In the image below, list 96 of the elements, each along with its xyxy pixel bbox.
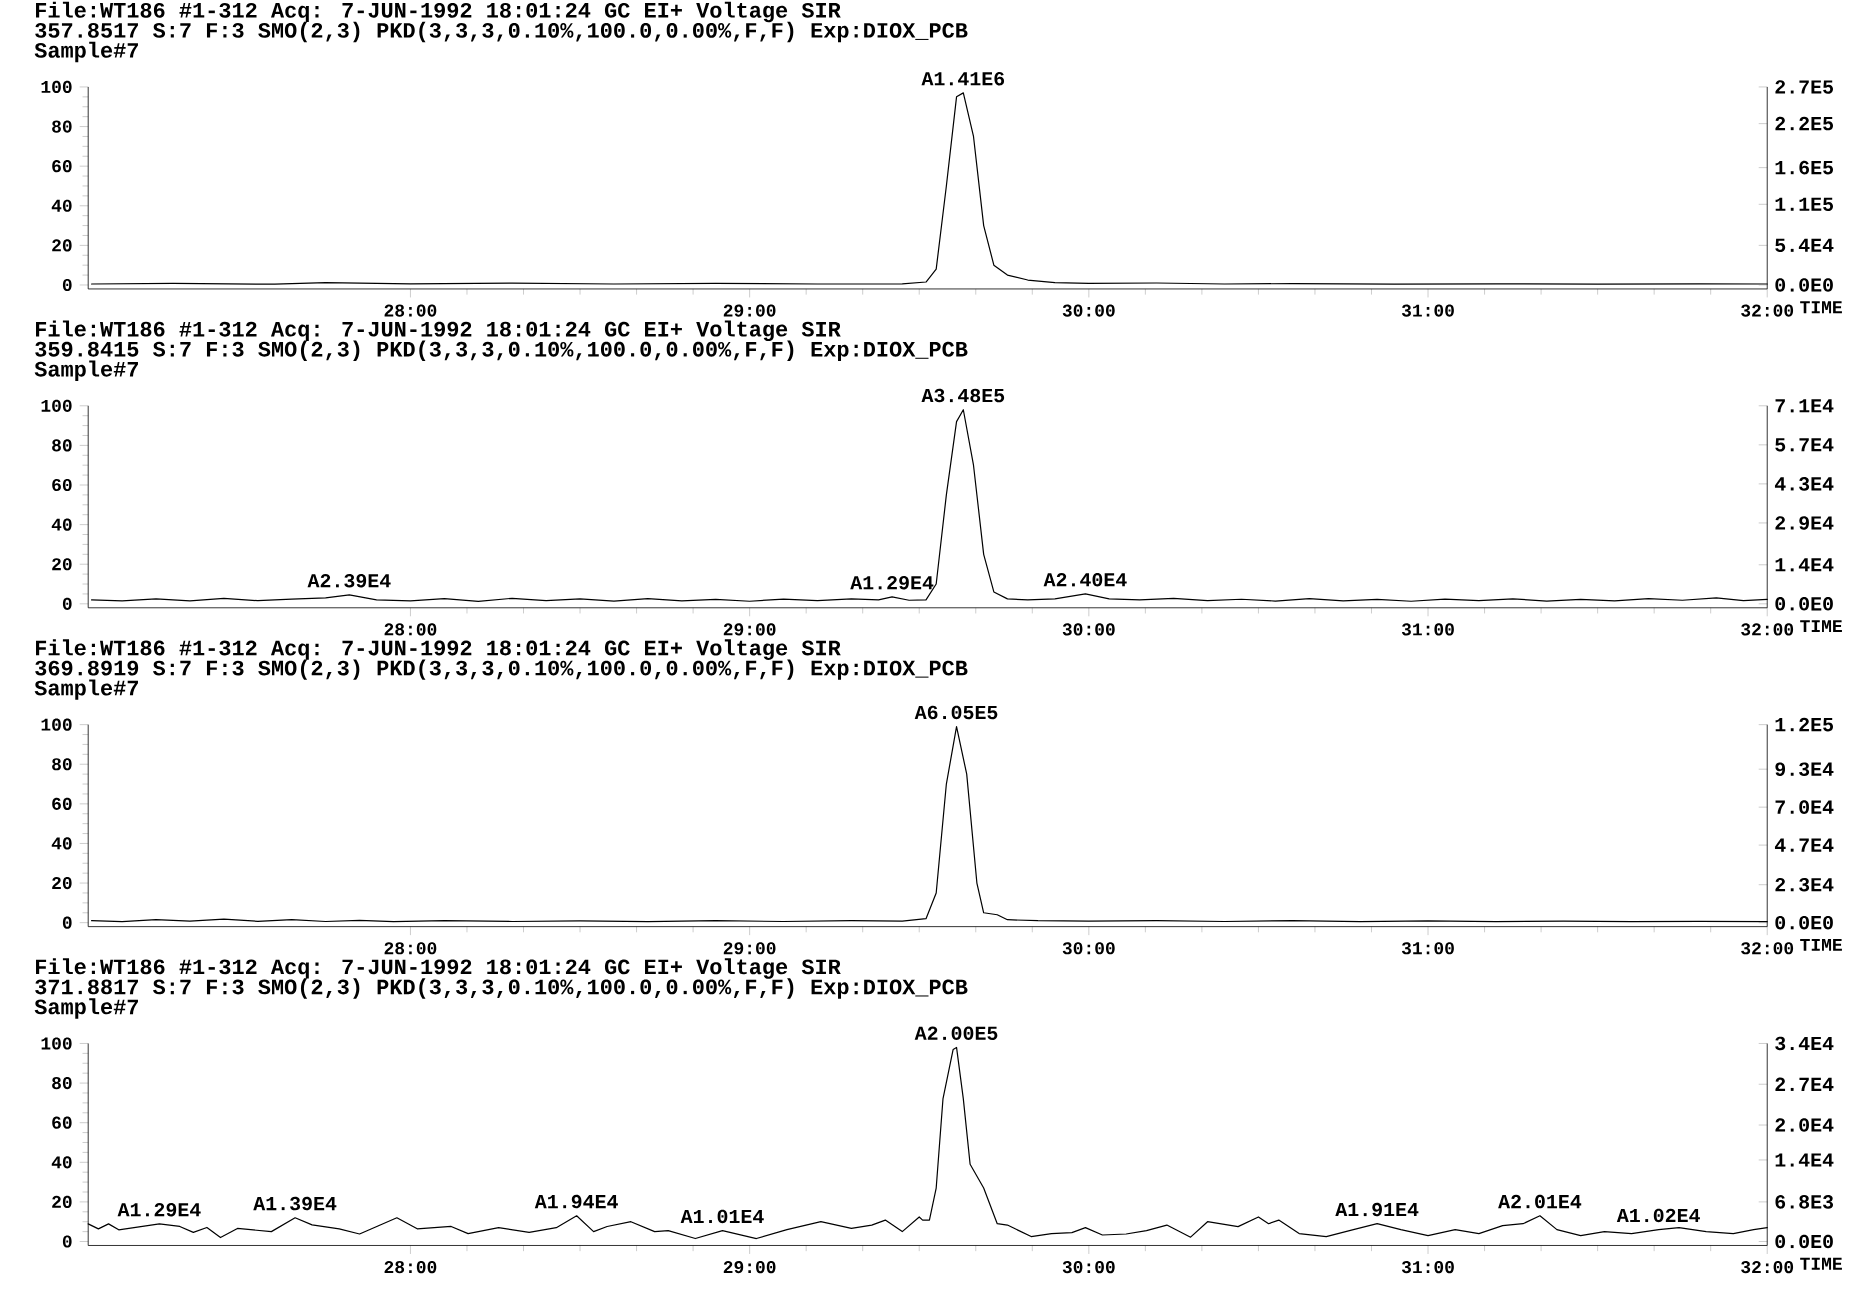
y2-tick-label: 1.6E5 [1775,160,1834,175]
y-tick-label: 0 [62,916,72,929]
y-tick-label: 60 [52,1116,72,1129]
x-tick-label: 31:00 [1401,942,1454,955]
annotation: A3.48E5 [921,388,1005,403]
x-tick-label: 28:00 [384,1261,437,1274]
y2-tick-label: 5.4E4 [1775,238,1834,253]
annotation: A1.01E4 [680,1209,764,1224]
x-tick-label: 29:00 [723,304,776,317]
x-tick-label: 30:00 [1062,942,1115,955]
x-axis-title: TIME [1800,620,1842,632]
annotation: A2.39E4 [307,573,391,588]
x-tick-label: 30:00 [1062,304,1115,317]
annotation: A1.29E4 [850,575,934,590]
x-tick-label: 29:00 [723,623,776,636]
annotation: A2.01E4 [1498,1194,1582,1209]
annotation: A1.39E4 [253,1196,337,1211]
x-tick-label: 28:00 [384,623,437,636]
annotation: A2.00E5 [914,1026,998,1041]
y-tick-label: 40 [51,1156,72,1169]
x-axis-title: TIME [1800,1257,1842,1270]
y2-tick-label: 1.2E5 [1775,717,1834,732]
y2-tick-label: 5.7E4 [1775,438,1834,452]
y2-tick-label: 4.7E4 [1774,838,1834,852]
annotation: A1.94E4 [534,1194,618,1209]
x-tick-label: 28:00 [384,304,437,317]
x-tick-label: 32:00 [1741,1261,1794,1274]
annotation: A1.41E6 [921,71,1005,86]
x-tick-label: 30:00 [1062,1261,1115,1274]
x-axis-title: TIME [1800,301,1842,314]
annotation: A2.40E4 [1043,572,1127,587]
y2-tick-label: 4.3E4 [1774,477,1834,491]
y-tick-label: 40 [51,837,72,850]
y2-tick-label: 0.0E0 [1775,915,1833,930]
y-tick-label: 60 [52,797,72,810]
line-series [90,726,1768,923]
x-tick-label: 30:00 [1062,623,1115,636]
y-tick-label: 0 [62,597,72,610]
y-tick-label: 100 [41,718,72,731]
annotation: A1.02E4 [1616,1208,1700,1223]
x-tick-label: 29:00 [723,942,776,955]
y-tick-label: 60 [52,478,72,492]
y-tick-label: 40 [51,199,72,212]
y-tick-label: 0 [62,1235,72,1248]
y2-tick-label: 1.4E4 [1775,1153,1834,1167]
chart-subtitle: 371.8817 S:7 F:3 SMO(2,3) PKD(3,3,3,0.10%,100.0,0.00%,F,F) Exp:DIOX_PCB [35,978,968,999]
x-axis-title: TIME [1800,939,1842,951]
y2-tick-label: 9.3E4 [1775,762,1834,776]
chart-subtitle: 369.8919 S:7 F:3 SMO(2,3) PKD(3,3,3,0.10%,100.0,0.00%,F,F) Exp:DIOX_PCB [35,659,968,680]
x-tick-label: 32:00 [1741,304,1794,317]
chart-title: File:WT186 #1-312 Acq: 7-JUN-1992 18:01:24 GC EI+ Voltage SIR [36,639,841,660]
text: Sample#7 [34,41,138,63]
y-tick-label: 40 [51,518,72,531]
y2-tick-label: 0.0E0 [1775,278,1833,292]
chart-title: File:WT186 #1-312 Acq: 7-JUN-1992 18:01:24 GC EI+ Voltage SIR [36,958,841,979]
y-tick-label: 100 [41,80,72,94]
y2-tick-label: 3.4E4 [1775,1036,1834,1051]
y-tick-label: 20 [52,558,72,571]
y2-tick-label: 2.2E5 [1775,116,1834,131]
y2-tick-label: 6.8E3 [1775,1195,1834,1209]
x-tick-label: 32:00 [1741,623,1794,636]
y-tick-label: 20 [52,1195,72,1208]
y-tick-label: 0 [62,278,72,292]
text: Sample#7 [34,360,138,381]
y-tick-label: 100 [41,399,72,412]
y-tick-label: 80 [52,439,72,452]
y2-tick-label: 2.7E5 [1775,80,1834,94]
y-tick-label: 80 [52,758,72,771]
y-tick-label: 20 [52,876,72,890]
y-tick-label: 80 [52,120,72,133]
y2-tick-label: 2.0E4 [1775,1118,1834,1132]
annotation: A1.29E4 [117,1202,201,1217]
y2-tick-label: 2.9E4 [1775,516,1834,530]
y2-tick-label: 0.0E0 [1775,597,1833,611]
y2-tick-label: 0.0E0 [1775,1234,1833,1249]
annotation: A1.91E4 [1335,1202,1419,1217]
y2-tick-label: 2.7E4 [1775,1077,1834,1091]
y-tick-label: 60 [52,160,72,173]
x-tick-label: 28:00 [384,942,437,955]
chart-subtitle: 359.8415 S:7 F:3 SMO(2,3) PKD(3,3,3,0.10%,100.0,0.00%,F,F) Exp:DIOX_PCB [35,340,968,361]
y-tick-label: 100 [41,1037,72,1050]
y2-tick-label: 7.0E4 [1775,800,1834,814]
x-tick-label: 31:00 [1401,1261,1454,1274]
x-tick-label: 32:00 [1741,942,1794,955]
annotation: A6.05E5 [914,705,998,720]
x-tick-label: 31:00 [1401,623,1454,636]
y2-tick-label: 7.1E4 [1775,399,1834,413]
y2-tick-label: 2.3E4 [1775,877,1834,892]
text: Sample#7 [34,998,138,1019]
text: Sample#7 [34,679,138,700]
y-tick-label: 80 [52,1076,72,1090]
y2-tick-label: 1.1E5 [1775,197,1834,211]
x-tick-label: 29:00 [723,1261,776,1274]
x-tick-label: 31:00 [1401,304,1454,317]
y2-tick-label: 1.4E4 [1775,558,1834,572]
y-tick-label: 20 [52,239,72,252]
